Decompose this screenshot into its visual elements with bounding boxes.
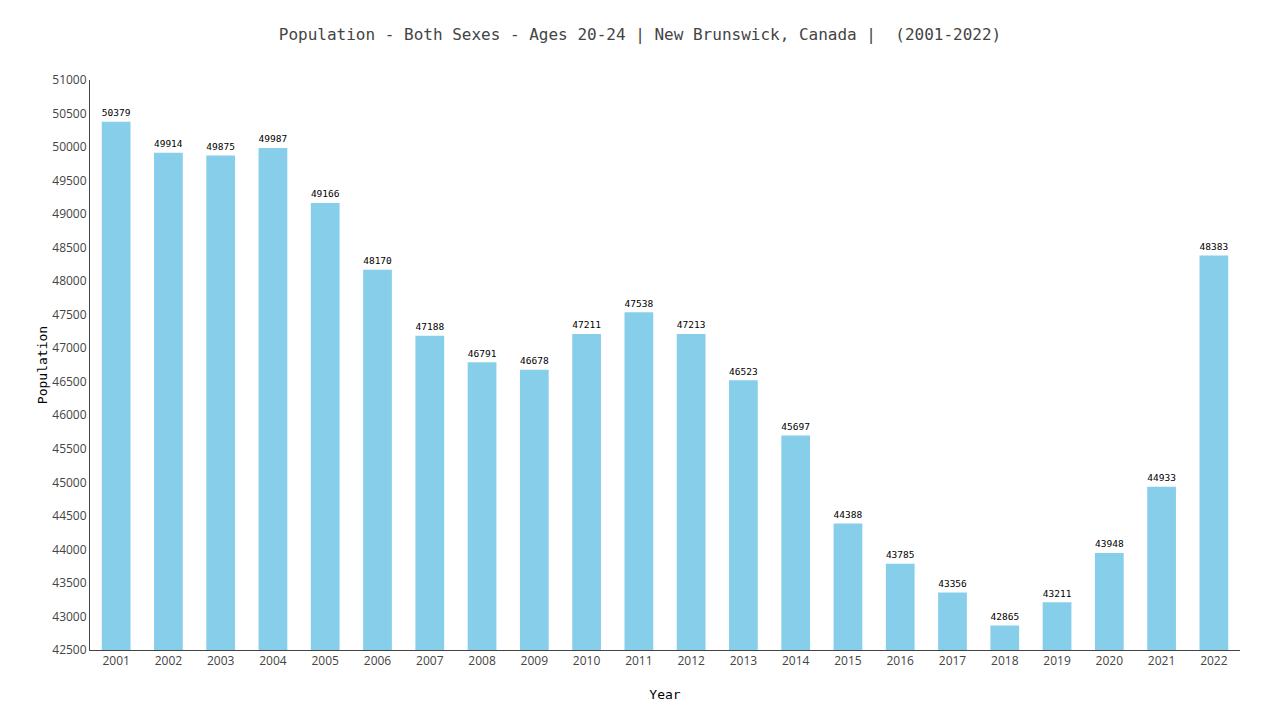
svg-text:47538: 47538	[625, 298, 654, 309]
svg-text:42865: 42865	[990, 611, 1019, 622]
svg-text:47500: 47500	[52, 306, 86, 323]
svg-text:2008: 2008	[468, 652, 496, 669]
svg-text:2004: 2004	[259, 652, 287, 669]
svg-text:2020: 2020	[1096, 652, 1124, 669]
svg-text:Population - Both Sexes - Ages: Population - Both Sexes - Ages 20-24 | N…	[279, 25, 1001, 44]
svg-text:48000: 48000	[52, 272, 86, 289]
svg-text:44000: 44000	[52, 541, 86, 558]
svg-text:43211: 43211	[1043, 588, 1072, 599]
svg-text:49166: 49166	[311, 188, 340, 199]
svg-text:48170: 48170	[363, 255, 392, 266]
svg-text:2014: 2014	[782, 652, 810, 669]
svg-text:50500: 50500	[52, 105, 86, 122]
svg-text:Population: Population	[35, 326, 50, 404]
svg-text:43000: 43000	[52, 608, 86, 625]
svg-text:50379: 50379	[102, 107, 131, 118]
svg-text:45000: 45000	[52, 474, 86, 491]
svg-text:43500: 43500	[52, 574, 86, 591]
svg-text:50000: 50000	[52, 138, 86, 155]
svg-text:46500: 46500	[52, 373, 86, 390]
svg-text:43948: 43948	[1095, 538, 1124, 549]
svg-text:46678: 46678	[520, 355, 549, 366]
svg-text:49987: 49987	[259, 133, 288, 144]
svg-text:2007: 2007	[416, 652, 444, 669]
svg-text:49500: 49500	[52, 172, 86, 189]
svg-text:49875: 49875	[206, 141, 235, 152]
svg-text:42500: 42500	[52, 641, 86, 658]
svg-text:2010: 2010	[573, 652, 601, 669]
svg-text:46000: 46000	[52, 406, 86, 423]
svg-text:2019: 2019	[1043, 652, 1071, 669]
svg-text:Year: Year	[649, 687, 680, 702]
svg-text:47213: 47213	[677, 319, 706, 330]
svg-text:47211: 47211	[572, 319, 601, 330]
svg-text:49914: 49914	[154, 138, 183, 149]
svg-text:2017: 2017	[939, 652, 967, 669]
svg-text:2009: 2009	[521, 652, 549, 669]
svg-text:2006: 2006	[364, 652, 392, 669]
svg-text:47188: 47188	[415, 321, 444, 332]
svg-text:45697: 45697	[781, 421, 810, 432]
svg-text:44933: 44933	[1147, 472, 1176, 483]
svg-text:48500: 48500	[52, 239, 86, 256]
svg-text:46523: 46523	[729, 366, 758, 377]
svg-text:2005: 2005	[312, 652, 340, 669]
svg-text:2022: 2022	[1200, 652, 1228, 669]
svg-text:2003: 2003	[207, 652, 235, 669]
svg-text:47000: 47000	[52, 339, 86, 356]
svg-text:2016: 2016	[887, 652, 915, 669]
svg-text:44500: 44500	[52, 507, 86, 524]
svg-text:46791: 46791	[468, 348, 497, 359]
svg-text:2021: 2021	[1148, 652, 1175, 669]
svg-text:2002: 2002	[155, 652, 183, 669]
svg-text:45500: 45500	[52, 440, 86, 457]
svg-text:2012: 2012	[677, 652, 705, 669]
svg-text:2013: 2013	[730, 652, 758, 669]
svg-text:51000: 51000	[52, 71, 86, 88]
svg-text:49000: 49000	[52, 205, 86, 222]
svg-text:43785: 43785	[886, 549, 915, 560]
svg-text:2001: 2001	[102, 652, 129, 669]
svg-text:2011: 2011	[625, 652, 652, 669]
svg-text:2015: 2015	[834, 652, 862, 669]
svg-text:44388: 44388	[834, 509, 863, 520]
svg-text:48383: 48383	[1200, 241, 1229, 252]
svg-text:2018: 2018	[991, 652, 1019, 669]
svg-text:43356: 43356	[938, 578, 967, 589]
